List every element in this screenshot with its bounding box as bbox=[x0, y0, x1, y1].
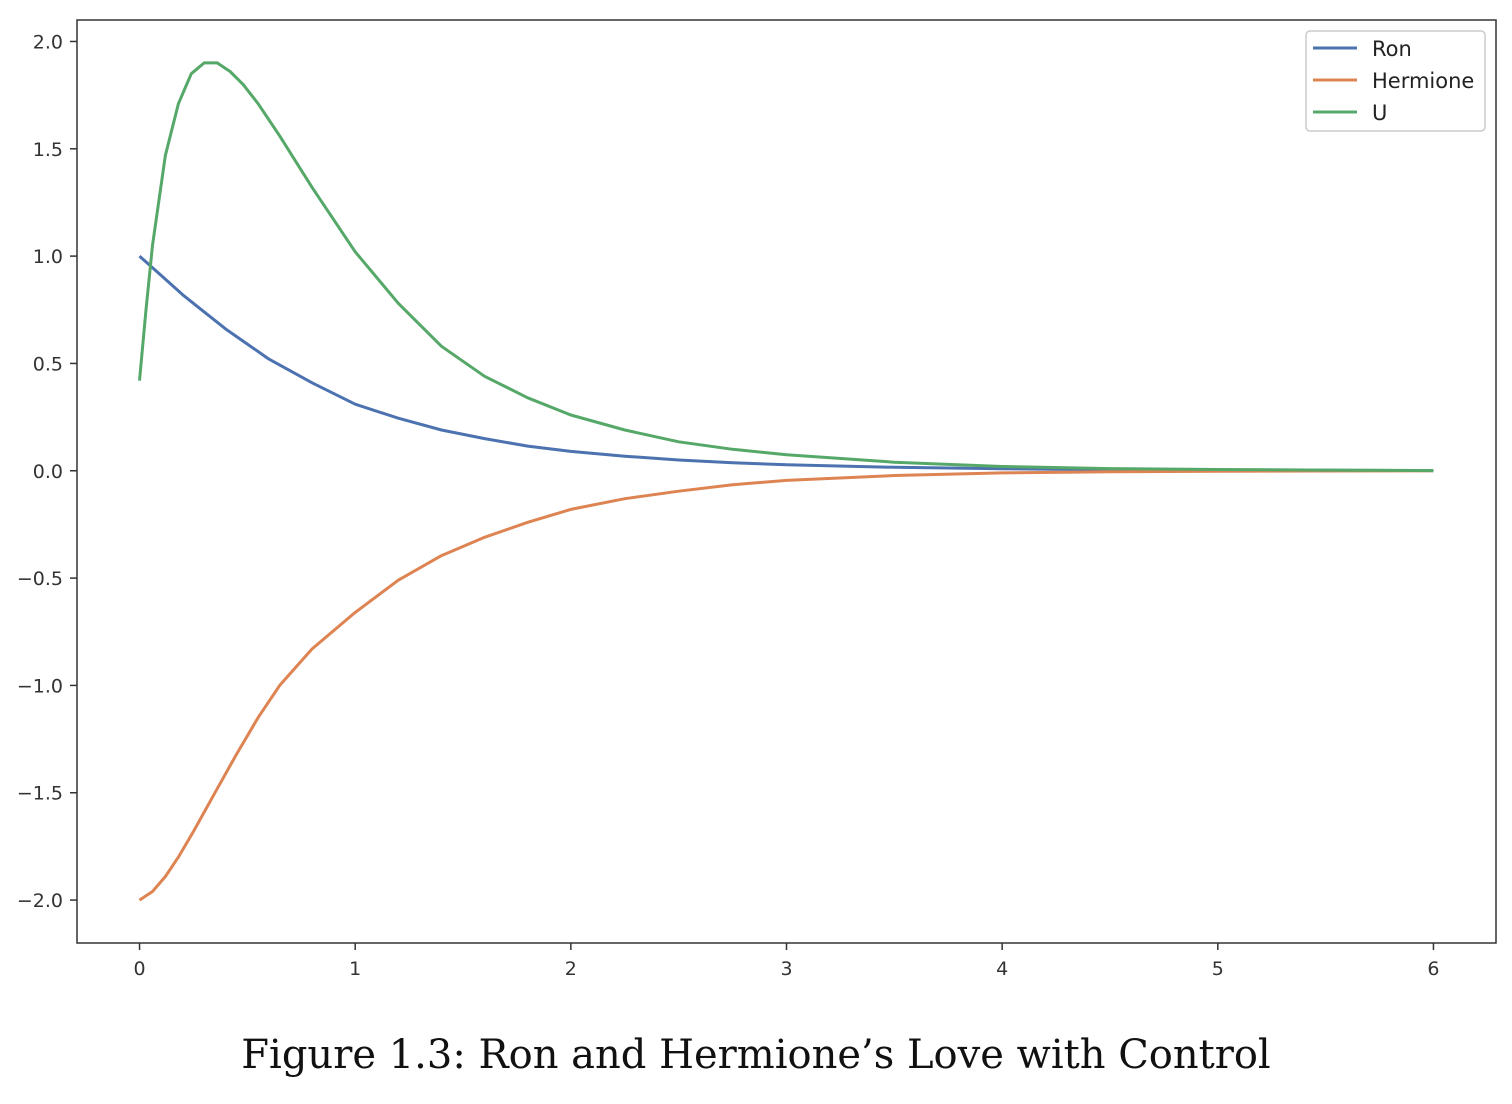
legend-label-hermione: Hermione bbox=[1372, 69, 1474, 93]
y-tick-label: −1.5 bbox=[17, 783, 63, 805]
y-tick-label: −1.0 bbox=[17, 675, 63, 697]
y-tick-label: 0.5 bbox=[33, 353, 63, 375]
x-tick-label: 3 bbox=[780, 958, 792, 980]
legend: Ron Hermione U bbox=[1305, 30, 1486, 132]
series-layer bbox=[138, 61, 1434, 902]
series-line-u bbox=[138, 61, 1434, 473]
x-tick-label: 0 bbox=[133, 958, 145, 980]
y-tick-label: −0.5 bbox=[17, 568, 63, 590]
legend-label-u: U bbox=[1372, 101, 1387, 125]
x-tick-label: 4 bbox=[996, 958, 1008, 980]
figure-caption: Figure 1.3: Ron and Hermione’s Love with… bbox=[241, 1032, 1271, 1078]
y-axis: 2.0 1.5 1.0 0.5 0.0 −0.5 −1.0 −1.5 −2.0 bbox=[17, 31, 77, 912]
x-axis: 0 1 2 3 4 5 6 bbox=[133, 943, 1440, 980]
y-tick-label: 2.0 bbox=[33, 31, 63, 53]
y-tick-label: 1.5 bbox=[33, 139, 63, 161]
x-tick-label: 5 bbox=[1212, 958, 1224, 980]
series-line-ron bbox=[138, 254, 1434, 473]
x-tick-label: 2 bbox=[565, 958, 577, 980]
y-tick-label: 0.0 bbox=[33, 461, 63, 483]
series-line-hermione bbox=[138, 469, 1434, 902]
legend-frame bbox=[1305, 30, 1486, 132]
legend-label-ron: Ron bbox=[1372, 37, 1412, 61]
x-tick-label: 6 bbox=[1427, 958, 1439, 980]
y-tick-label: 1.0 bbox=[33, 246, 63, 268]
x-tick-label: 1 bbox=[349, 958, 361, 980]
y-tick-label: −2.0 bbox=[17, 890, 63, 912]
